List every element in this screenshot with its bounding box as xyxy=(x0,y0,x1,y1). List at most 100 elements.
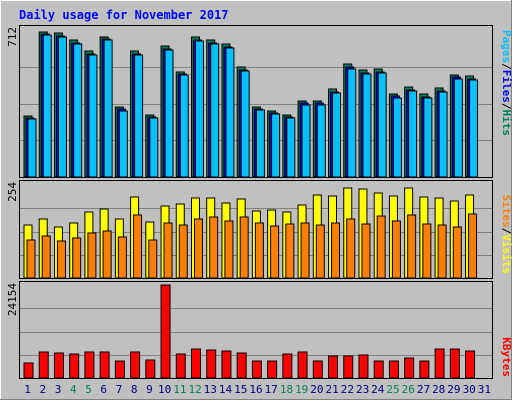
panel-3-max-label: 24154 xyxy=(6,283,19,316)
panel-1-max-label: 712 xyxy=(6,27,19,47)
panel-visits-sites: 254 Sites/Visits xyxy=(6,180,512,279)
legend-sep-2: / xyxy=(500,103,512,110)
bar-kbytes-day-13 xyxy=(206,349,217,379)
bar-kbytes-day-4 xyxy=(69,353,80,379)
panel-2-legend: Sites/Visits xyxy=(500,195,512,275)
bar-sites-day-26 xyxy=(407,214,417,279)
day-label-21: 21 xyxy=(325,383,338,396)
day-label-10: 10 xyxy=(158,383,171,396)
panel-kbytes: 24154 KBytes xyxy=(6,281,512,379)
bar-pages-day-30 xyxy=(469,79,479,178)
legend-visits: Visits xyxy=(500,234,512,274)
panel-pages-files-hits: 712 Pages/Files/Hits xyxy=(6,25,512,178)
bar-sites-day-24 xyxy=(376,215,386,279)
day-label-9: 9 xyxy=(146,383,153,396)
bar-sites-day-6 xyxy=(102,230,112,279)
day-label-13: 13 xyxy=(204,383,217,396)
legend-files: Files xyxy=(500,70,512,103)
day-label-16: 16 xyxy=(249,383,262,396)
bar-kbytes-day-25 xyxy=(388,360,399,379)
day-label-24: 24 xyxy=(371,383,385,396)
bar-pages-day-18 xyxy=(286,117,296,178)
bar-kbytes-day-10 xyxy=(160,284,171,379)
bar-kbytes-day-7 xyxy=(114,360,125,379)
day-label-28: 28 xyxy=(432,383,445,396)
bar-kbytes-day-28 xyxy=(434,348,445,379)
day-label-12: 12 xyxy=(188,383,201,396)
bar-kbytes-day-18 xyxy=(282,353,293,379)
bar-sites-day-17 xyxy=(270,225,280,279)
bar-kbytes-day-26 xyxy=(404,357,415,379)
bar-pages-day-17 xyxy=(271,113,281,178)
bar-sites-day-12 xyxy=(193,218,203,279)
bar-kbytes-day-2 xyxy=(38,351,49,379)
legend-sep-3: / xyxy=(500,228,512,235)
bar-sites-day-3 xyxy=(56,240,66,279)
day-label-19: 19 xyxy=(295,383,308,396)
bar-sites-day-18 xyxy=(285,223,295,279)
bar-kbytes-day-8 xyxy=(130,351,141,379)
bar-sites-day-14 xyxy=(224,220,234,279)
panel-2-max-label: 254 xyxy=(6,182,19,202)
day-label-2: 2 xyxy=(39,383,46,396)
bar-pages-day-29 xyxy=(453,78,463,178)
day-label-15: 15 xyxy=(234,383,247,396)
bar-sites-day-25 xyxy=(391,220,401,279)
bar-kbytes-day-1 xyxy=(23,362,34,379)
bar-kbytes-day-17 xyxy=(267,360,278,379)
legend-pages: Pages xyxy=(500,30,512,63)
bar-kbytes-day-20 xyxy=(312,360,323,379)
day-label-23: 23 xyxy=(356,383,369,396)
legend-sep-1: / xyxy=(500,63,512,70)
legend-kbytes: KBytes xyxy=(500,337,512,377)
bar-pages-day-3 xyxy=(57,36,67,178)
bar-kbytes-day-12 xyxy=(190,348,201,379)
day-label-20: 20 xyxy=(310,383,323,396)
bar-kbytes-day-19 xyxy=(297,351,308,379)
bar-kbytes-day-29 xyxy=(449,348,460,379)
bar-pages-day-20 xyxy=(316,104,326,178)
bar-kbytes-day-3 xyxy=(53,352,64,379)
bar-pages-day-9 xyxy=(149,117,159,178)
panel-3-gridlines xyxy=(20,308,492,356)
bar-pages-day-26 xyxy=(408,90,418,178)
bar-kbytes-day-21 xyxy=(328,355,339,379)
panel-2-bars xyxy=(23,187,478,279)
bar-sites-day-29 xyxy=(452,226,462,279)
bar-pages-day-6 xyxy=(103,39,113,178)
day-label-31: 31 xyxy=(478,383,491,396)
bar-pages-day-5 xyxy=(88,54,98,178)
bar-pages-day-12 xyxy=(194,40,204,178)
bar-sites-day-2 xyxy=(41,235,51,279)
bar-pages-day-13 xyxy=(210,43,220,178)
day-label-17: 17 xyxy=(265,383,278,396)
bar-pages-day-23 xyxy=(362,73,372,178)
bar-sites-day-13 xyxy=(209,216,219,279)
bar-kbytes-day-11 xyxy=(175,353,186,379)
bar-pages-day-10 xyxy=(164,49,174,178)
bar-kbytes-day-30 xyxy=(465,350,476,379)
bar-pages-day-7 xyxy=(118,110,128,178)
bar-pages-day-4 xyxy=(73,43,83,178)
bar-kbytes-day-22 xyxy=(343,355,354,379)
panel-1-bars xyxy=(23,31,479,178)
bar-pages-day-2 xyxy=(42,34,52,178)
bar-sites-day-1 xyxy=(26,239,36,279)
bar-sites-day-21 xyxy=(331,222,341,279)
bar-pages-day-11 xyxy=(179,74,189,178)
day-label-1: 1 xyxy=(24,383,31,396)
bar-pages-day-27 xyxy=(423,97,433,178)
day-label-29: 29 xyxy=(447,383,460,396)
bar-sites-day-9 xyxy=(148,239,158,279)
bar-pages-day-28 xyxy=(438,91,448,178)
bar-sites-day-10 xyxy=(163,222,173,279)
bar-pages-day-14 xyxy=(225,47,235,178)
bar-pages-day-24 xyxy=(377,72,387,178)
day-label-26: 26 xyxy=(402,383,415,396)
bar-pages-day-15 xyxy=(240,70,250,178)
bar-pages-day-8 xyxy=(134,54,144,178)
day-label-30: 30 xyxy=(463,383,476,396)
bar-sites-day-16 xyxy=(254,222,264,279)
